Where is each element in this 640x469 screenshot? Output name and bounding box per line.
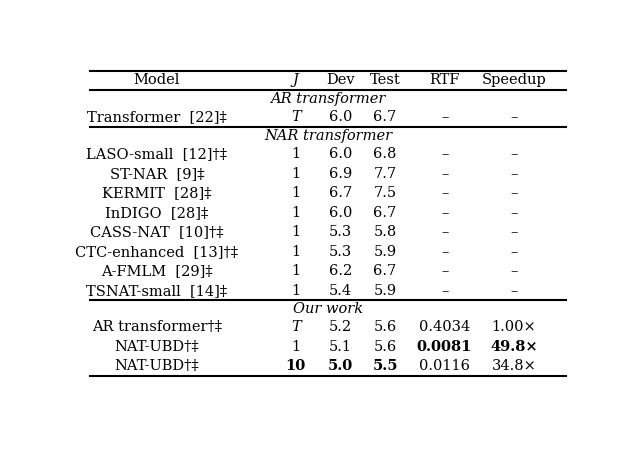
Text: 1: 1: [291, 166, 300, 181]
Text: –: –: [510, 186, 518, 200]
Text: –: –: [441, 147, 448, 161]
Text: 5.6: 5.6: [373, 340, 397, 354]
Text: KERMIT  [28]‡: KERMIT [28]‡: [102, 186, 212, 200]
Text: CASS-NAT  [10]†‡: CASS-NAT [10]†‡: [90, 225, 223, 239]
Text: NAT-UBD†‡: NAT-UBD†‡: [115, 340, 199, 354]
Text: –: –: [510, 225, 518, 239]
Text: 5.3: 5.3: [329, 225, 352, 239]
Text: 0.0116: 0.0116: [419, 360, 470, 373]
Text: AR transformer†‡: AR transformer†‡: [92, 320, 222, 334]
Text: Test: Test: [370, 74, 401, 88]
Text: 1: 1: [291, 245, 300, 258]
Text: ST-NAR  [9]‡: ST-NAR [9]‡: [109, 166, 204, 181]
Text: –: –: [441, 186, 448, 200]
Text: 5.4: 5.4: [329, 284, 352, 298]
Text: InDIGO  [28]‡: InDIGO [28]‡: [105, 205, 209, 219]
Text: –: –: [441, 205, 448, 219]
Text: 7.5: 7.5: [374, 186, 397, 200]
Text: NAT-UBD†‡: NAT-UBD†‡: [115, 360, 199, 373]
Text: 5.8: 5.8: [373, 225, 397, 239]
Text: 6.0: 6.0: [329, 205, 352, 219]
Text: AR transformer: AR transformer: [270, 92, 386, 106]
Text: 6.0: 6.0: [329, 147, 352, 161]
Text: 49.8×: 49.8×: [490, 340, 538, 354]
Text: 1.00×: 1.00×: [492, 320, 536, 334]
Text: –: –: [510, 264, 518, 278]
Text: –: –: [441, 284, 448, 298]
Text: 6.7: 6.7: [373, 110, 397, 124]
Text: 5.2: 5.2: [329, 320, 352, 334]
Text: A-FMLM  [29]‡: A-FMLM [29]‡: [101, 264, 212, 278]
Text: 7.7: 7.7: [374, 166, 397, 181]
Text: Speedup: Speedup: [482, 74, 547, 88]
Text: –: –: [441, 110, 448, 124]
Text: 0.4034: 0.4034: [419, 320, 470, 334]
Text: 1: 1: [291, 186, 300, 200]
Text: 6.7: 6.7: [329, 186, 352, 200]
Text: Our work: Our work: [293, 302, 363, 316]
Text: 5.0: 5.0: [328, 360, 353, 373]
Text: –: –: [441, 245, 448, 258]
Text: –: –: [510, 205, 518, 219]
Text: 5.6: 5.6: [373, 320, 397, 334]
Text: J: J: [293, 74, 299, 88]
Text: Dev: Dev: [326, 74, 355, 88]
Text: –: –: [510, 110, 518, 124]
Text: 6.7: 6.7: [373, 264, 397, 278]
Text: 1: 1: [291, 340, 300, 354]
Text: –: –: [510, 166, 518, 181]
Text: 1: 1: [291, 264, 300, 278]
Text: LASO-small  [12]†‡: LASO-small [12]†‡: [86, 147, 227, 161]
Text: RTF: RTF: [429, 74, 460, 88]
Text: NAR transformer: NAR transformer: [264, 129, 392, 143]
Text: CTC-enhanced  [13]†‡: CTC-enhanced [13]†‡: [76, 245, 238, 258]
Text: –: –: [510, 147, 518, 161]
Text: 6.0: 6.0: [329, 110, 352, 124]
Text: –: –: [441, 166, 448, 181]
Text: 1: 1: [291, 225, 300, 239]
Text: 5.9: 5.9: [374, 245, 397, 258]
Text: T: T: [291, 110, 301, 124]
Text: 6.2: 6.2: [329, 264, 352, 278]
Text: Transformer  [22]‡: Transformer [22]‡: [87, 110, 227, 124]
Text: Model: Model: [134, 74, 180, 88]
Text: 1: 1: [291, 284, 300, 298]
Text: 5.9: 5.9: [374, 284, 397, 298]
Text: 6.9: 6.9: [329, 166, 352, 181]
Text: 10: 10: [285, 360, 306, 373]
Text: 6.7: 6.7: [373, 205, 397, 219]
Text: 6.8: 6.8: [373, 147, 397, 161]
Text: 1: 1: [291, 205, 300, 219]
Text: –: –: [441, 225, 448, 239]
Text: 5.1: 5.1: [329, 340, 352, 354]
Text: –: –: [510, 284, 518, 298]
Text: –: –: [441, 264, 448, 278]
Text: T: T: [291, 320, 301, 334]
Text: TSNAT-small  [14]‡: TSNAT-small [14]‡: [86, 284, 227, 298]
Text: 5.5: 5.5: [372, 360, 398, 373]
Text: 1: 1: [291, 147, 300, 161]
Text: 0.0081: 0.0081: [417, 340, 472, 354]
Text: 5.3: 5.3: [329, 245, 352, 258]
Text: 34.8×: 34.8×: [492, 360, 536, 373]
Text: –: –: [510, 245, 518, 258]
